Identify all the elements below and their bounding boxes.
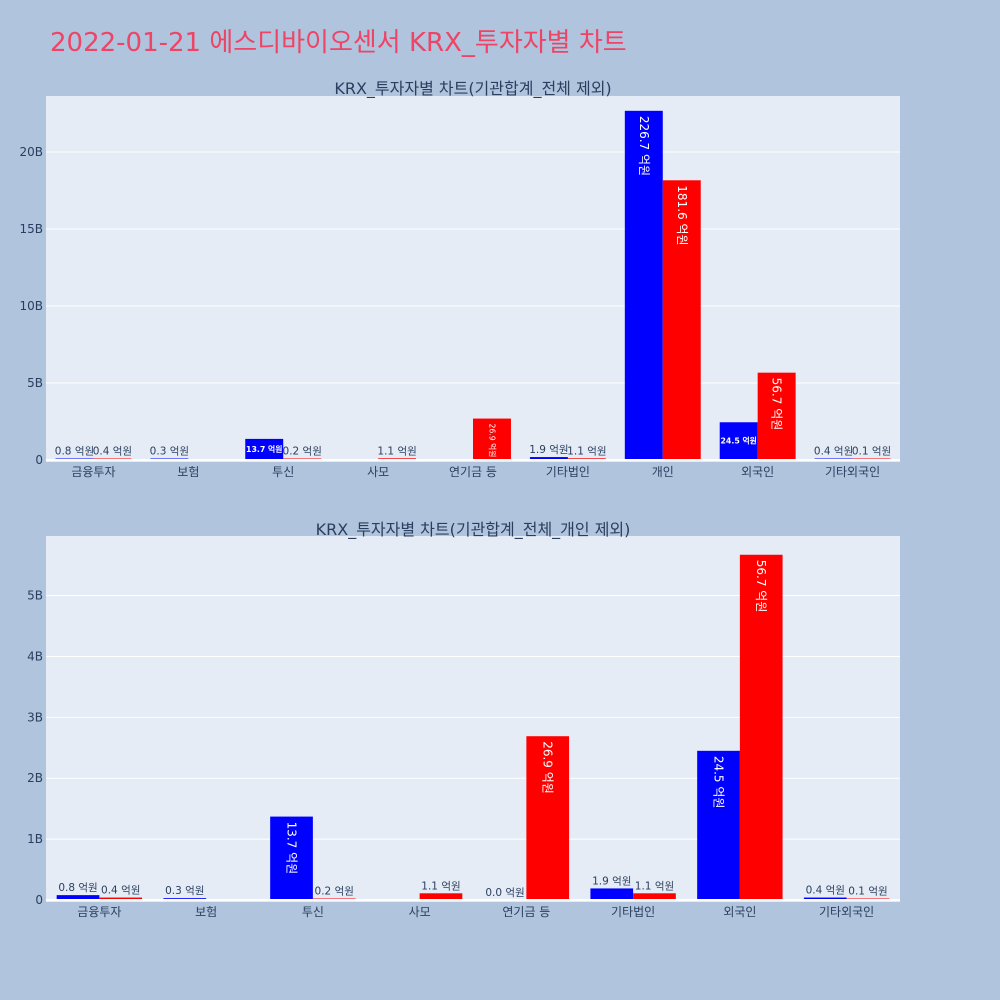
y-tick-label: 2B	[27, 771, 43, 785]
data-label: 181.6 억원	[675, 185, 689, 245]
bar	[419, 893, 463, 900]
x-tick-label: 기타법인	[546, 465, 590, 479]
x-tick-label: 연기금 등	[449, 465, 497, 479]
chart-1: 0 5B 10B 15B 20B KRX_투자자별 차트(기관합계_전체 제외) 금융투자 0…	[19, 79, 900, 479]
x-tick-label: 보험	[177, 465, 199, 479]
y-tick-label: 15B	[19, 222, 43, 236]
x-tick-label: 사모	[409, 905, 431, 919]
data-label: 1.1 억원	[635, 880, 674, 892]
data-label: 26.9 억원	[541, 741, 555, 794]
y-tick-label: 3B	[27, 710, 43, 724]
bar	[719, 422, 758, 460]
y-tick-label: 1B	[27, 832, 43, 846]
y-tick-label: 0	[35, 453, 43, 467]
x-tick-label: 투신	[272, 465, 294, 479]
data-label: 0.1 억원	[848, 886, 887, 898]
x-tick-label: 투신	[302, 905, 324, 919]
bar	[473, 418, 511, 460]
bar	[803, 897, 847, 900]
bar	[633, 893, 676, 900]
data-label: 0.4 억원	[814, 446, 853, 458]
data-label: 13.7 억원	[246, 444, 282, 454]
data-label: 56.7 억원	[770, 378, 784, 431]
y-tick-label: 20B	[19, 145, 43, 159]
data-label: 0.2 억원	[315, 886, 354, 898]
data-label: 226.7 억원	[637, 116, 651, 176]
y-tick-label: 5B	[27, 376, 43, 390]
y-tick-label: 4B	[27, 649, 43, 663]
data-label: 24.5 억원	[721, 436, 757, 446]
chart-2: 0 1B 2B 3B 4B 5B KRX_투자자별 차트(기관합계_전체_개인 제외) 금융투…	[27, 520, 900, 919]
y-tick-label: 10B	[19, 299, 43, 313]
chart-title: KRX_투자자별 차트(기관합계_전체 제외)	[334, 79, 611, 99]
data-label: 0.1 억원	[852, 446, 891, 458]
x-tick-label: 기타외국인	[819, 905, 874, 919]
x-tick-label: 기타법인	[611, 905, 655, 919]
data-label: 1.9 억원	[529, 444, 568, 456]
x-tick-label: 개인	[652, 465, 674, 479]
data-label: 0.3 억원	[150, 446, 189, 458]
bar	[529, 457, 568, 460]
y-tick-label: 0	[35, 893, 43, 907]
x-tick-label: 보험	[195, 905, 217, 919]
bar	[739, 554, 783, 900]
bar	[697, 750, 740, 900]
x-tick-label: 연기금 등	[502, 905, 550, 919]
x-tick-label: 금융투자	[77, 905, 121, 919]
bar	[526, 736, 570, 900]
data-label: 0.3 억원	[165, 885, 204, 897]
bar	[270, 816, 313, 900]
bar	[56, 895, 100, 900]
y-tick-label: 5B	[27, 589, 43, 603]
page-title: 2022-01-21 에스디바이오센서 KRX_투자자별 차트	[50, 28, 627, 58]
x-tick-label: 기타외국인	[825, 465, 880, 479]
bar	[245, 438, 284, 460]
chart-title: KRX_투자자별 차트(기관합계_전체_개인 제외)	[316, 520, 631, 540]
data-label: 1.1 억원	[567, 445, 606, 457]
data-label: 0.4 억원	[101, 885, 140, 897]
data-label: 26.9 억원	[487, 424, 496, 458]
data-label: 0.2 억원	[283, 446, 322, 458]
x-tick-label: 금융투자	[71, 465, 115, 479]
data-label: 13.7 억원	[285, 822, 299, 875]
x-tick-label: 사모	[367, 465, 389, 479]
x-tick-label: 외국인	[723, 905, 756, 919]
data-label: 56.7 억원	[754, 560, 768, 613]
data-label: 0.4 억원	[93, 446, 132, 458]
x-tick-label: 외국인	[741, 465, 774, 479]
data-label: 0.8 억원	[58, 882, 97, 894]
bar	[662, 180, 701, 460]
data-label: 1.1 억원	[377, 445, 416, 457]
bar	[757, 372, 796, 460]
data-label: 0.0 억원	[485, 887, 524, 899]
data-label: 1.9 억원	[592, 875, 631, 887]
data-label: 24.5 억원	[712, 756, 726, 809]
data-label: 0.4 억원	[806, 885, 845, 897]
data-label: 0.8 억원	[55, 446, 94, 458]
bar	[590, 888, 634, 900]
bar	[624, 110, 663, 460]
data-label: 1.1 억원	[421, 880, 460, 892]
bar	[99, 897, 143, 900]
